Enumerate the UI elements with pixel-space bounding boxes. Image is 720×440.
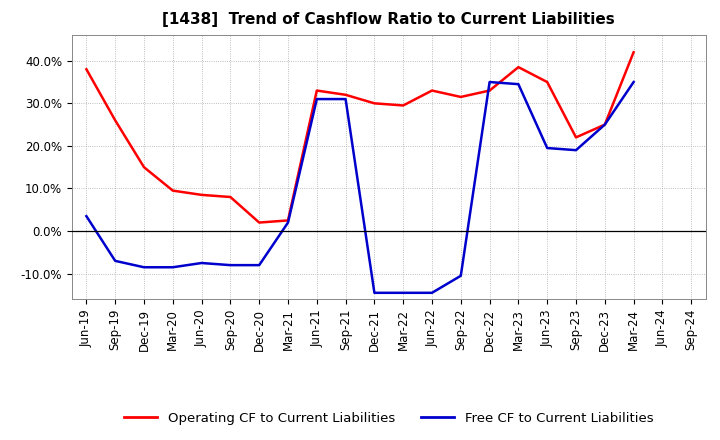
Free CF to Current Liabilities — [168, 264, 177, 270]
Operating CF to Current Liabilities — [514, 65, 523, 70]
Free CF to Current Liabilities — [312, 96, 321, 102]
Free CF to Current Liabilities — [140, 264, 148, 270]
Free CF to Current Liabilities — [572, 147, 580, 153]
Operating CF to Current Liabilities — [428, 88, 436, 93]
Free CF to Current Liabilities — [82, 213, 91, 219]
Operating CF to Current Liabilities — [456, 94, 465, 99]
Operating CF to Current Liabilities — [168, 188, 177, 193]
Operating CF to Current Liabilities — [226, 194, 235, 200]
Free CF to Current Liabilities — [456, 273, 465, 279]
Free CF to Current Liabilities — [399, 290, 408, 295]
Operating CF to Current Liabilities — [370, 101, 379, 106]
Operating CF to Current Liabilities — [399, 103, 408, 108]
Free CF to Current Liabilities — [600, 122, 609, 127]
Line: Operating CF to Current Liabilities: Operating CF to Current Liabilities — [86, 52, 634, 223]
Title: [1438]  Trend of Cashflow Ratio to Current Liabilities: [1438] Trend of Cashflow Ratio to Curren… — [163, 12, 615, 27]
Free CF to Current Liabilities — [370, 290, 379, 295]
Operating CF to Current Liabilities — [312, 88, 321, 93]
Free CF to Current Liabilities — [485, 79, 494, 84]
Operating CF to Current Liabilities — [82, 66, 91, 72]
Free CF to Current Liabilities — [255, 263, 264, 268]
Line: Free CF to Current Liabilities: Free CF to Current Liabilities — [86, 82, 634, 293]
Operating CF to Current Liabilities — [600, 122, 609, 127]
Operating CF to Current Liabilities — [140, 165, 148, 170]
Operating CF to Current Liabilities — [629, 50, 638, 55]
Free CF to Current Liabilities — [428, 290, 436, 295]
Operating CF to Current Liabilities — [572, 135, 580, 140]
Operating CF to Current Liabilities — [197, 192, 206, 198]
Free CF to Current Liabilities — [629, 79, 638, 84]
Operating CF to Current Liabilities — [255, 220, 264, 225]
Free CF to Current Liabilities — [197, 260, 206, 266]
Free CF to Current Liabilities — [226, 263, 235, 268]
Free CF to Current Liabilities — [514, 81, 523, 87]
Operating CF to Current Liabilities — [543, 79, 552, 84]
Operating CF to Current Liabilities — [284, 218, 292, 223]
Operating CF to Current Liabilities — [485, 88, 494, 93]
Free CF to Current Liabilities — [543, 145, 552, 150]
Free CF to Current Liabilities — [284, 220, 292, 225]
Operating CF to Current Liabilities — [341, 92, 350, 97]
Operating CF to Current Liabilities — [111, 118, 120, 123]
Legend: Operating CF to Current Liabilities, Free CF to Current Liabilities: Operating CF to Current Liabilities, Fre… — [119, 406, 659, 430]
Free CF to Current Liabilities — [341, 96, 350, 102]
Free CF to Current Liabilities — [111, 258, 120, 264]
